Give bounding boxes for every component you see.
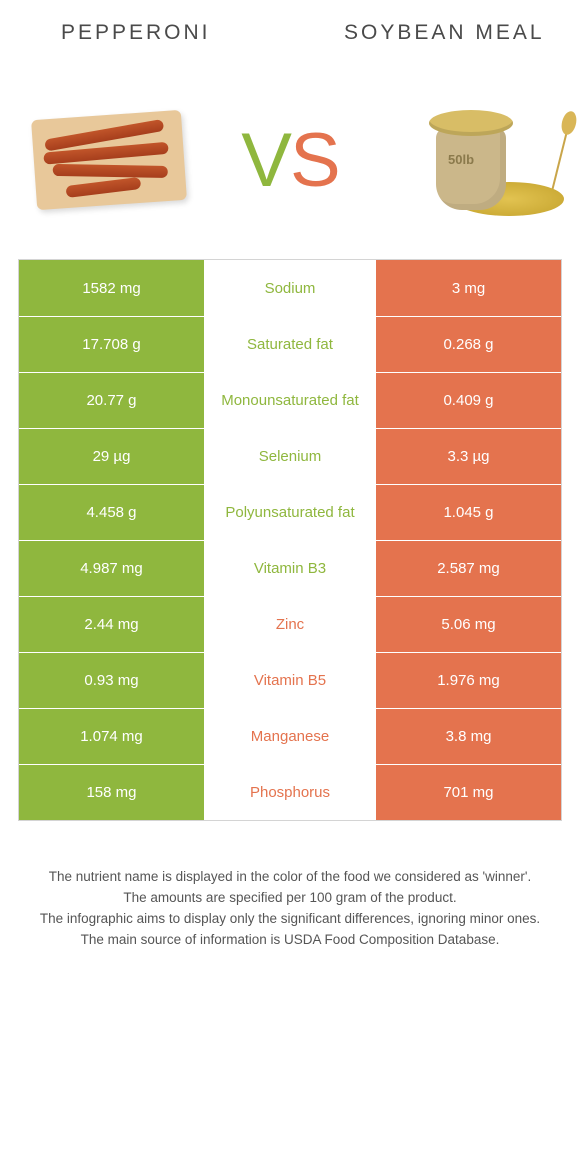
soybean-illustration: 50lb — [426, 110, 516, 210]
table-row: 0.93 mgVitamin B51.976 mg — [19, 652, 561, 708]
nutrient-name-cell: Vitamin B3 — [204, 541, 376, 596]
left-value-cell: 1582 mg — [19, 260, 204, 316]
nutrient-name-cell: Phosphorus — [204, 765, 376, 820]
table-row: 4.987 mgVitamin B32.587 mg — [19, 540, 561, 596]
nutrient-name-cell: Zinc — [204, 597, 376, 652]
right-value-cell: 2.587 mg — [376, 541, 561, 596]
nutrient-name-cell: Selenium — [204, 429, 376, 484]
footnote-line: The main source of information is USDA F… — [32, 930, 548, 951]
footnote: The nutrient name is displayed in the co… — [18, 821, 562, 951]
table-row: 20.77 gMonounsaturated fat0.409 g — [19, 372, 561, 428]
table-row: 158 mgPhosphorus701 mg — [19, 764, 561, 820]
left-value-cell: 0.93 mg — [19, 653, 204, 708]
right-value-cell: 1.976 mg — [376, 653, 561, 708]
right-value-cell: 1.045 g — [376, 485, 561, 540]
table-row: 29 µgSelenium3.3 µg — [19, 428, 561, 484]
left-food-title: PEPPERONI — [24, 20, 247, 45]
nutrient-name-cell: Polyunsaturated fat — [204, 485, 376, 540]
sack-label-text: 50lb — [448, 152, 474, 167]
left-value-cell: 158 mg — [19, 765, 204, 820]
footnote-line: The nutrient name is displayed in the co… — [32, 867, 548, 888]
table-row: 2.44 mgZinc5.06 mg — [19, 596, 561, 652]
vs-v: V — [241, 118, 290, 203]
right-value-cell: 3.8 mg — [376, 709, 561, 764]
right-food-title: SOYBEAN MEAL — [333, 20, 556, 45]
left-value-cell: 29 µg — [19, 429, 204, 484]
hero-row: VS 50lb — [18, 55, 562, 255]
nutrient-name-cell: Monounsaturated fat — [204, 373, 376, 428]
left-value-cell: 17.708 g — [19, 317, 204, 372]
right-value-cell: 0.268 g — [376, 317, 561, 372]
left-value-cell: 1.074 mg — [19, 709, 204, 764]
table-row: 1582 mgSodium3 mg — [19, 260, 561, 316]
right-value-cell: 3 mg — [376, 260, 561, 316]
left-food-image — [24, 95, 194, 225]
nutrient-name-cell: Sodium — [204, 260, 376, 316]
left-value-cell: 4.458 g — [19, 485, 204, 540]
table-row: 4.458 gPolyunsaturated fat1.045 g — [19, 484, 561, 540]
table-row: 1.074 mgManganese3.8 mg — [19, 708, 561, 764]
vs-label: VS — [241, 117, 338, 204]
nutrient-name-cell: Vitamin B5 — [204, 653, 376, 708]
nutrient-name-cell: Manganese — [204, 709, 376, 764]
right-value-cell: 0.409 g — [376, 373, 561, 428]
right-value-cell: 5.06 mg — [376, 597, 561, 652]
footnote-line: The amounts are specified per 100 gram o… — [32, 888, 548, 909]
left-value-cell: 2.44 mg — [19, 597, 204, 652]
vs-s: S — [290, 118, 339, 203]
pepperoni-illustration — [31, 110, 187, 210]
nutrient-name-cell: Saturated fat — [204, 317, 376, 372]
left-value-cell: 4.987 mg — [19, 541, 204, 596]
infographic-root: PEPPERONI SOYBEAN MEAL VS 50lb 1582 mg S — [0, 0, 580, 969]
comparison-table: 1582 mgSodium3 mg17.708 gSaturated fat0.… — [18, 259, 562, 821]
left-value-cell: 20.77 g — [19, 373, 204, 428]
right-food-image: 50lb — [386, 95, 556, 225]
right-value-cell: 701 mg — [376, 765, 561, 820]
table-row: 17.708 gSaturated fat0.268 g — [19, 316, 561, 372]
footnote-line: The infographic aims to display only the… — [32, 909, 548, 930]
right-value-cell: 3.3 µg — [376, 429, 561, 484]
titles-row: PEPPERONI SOYBEAN MEAL — [18, 20, 562, 55]
